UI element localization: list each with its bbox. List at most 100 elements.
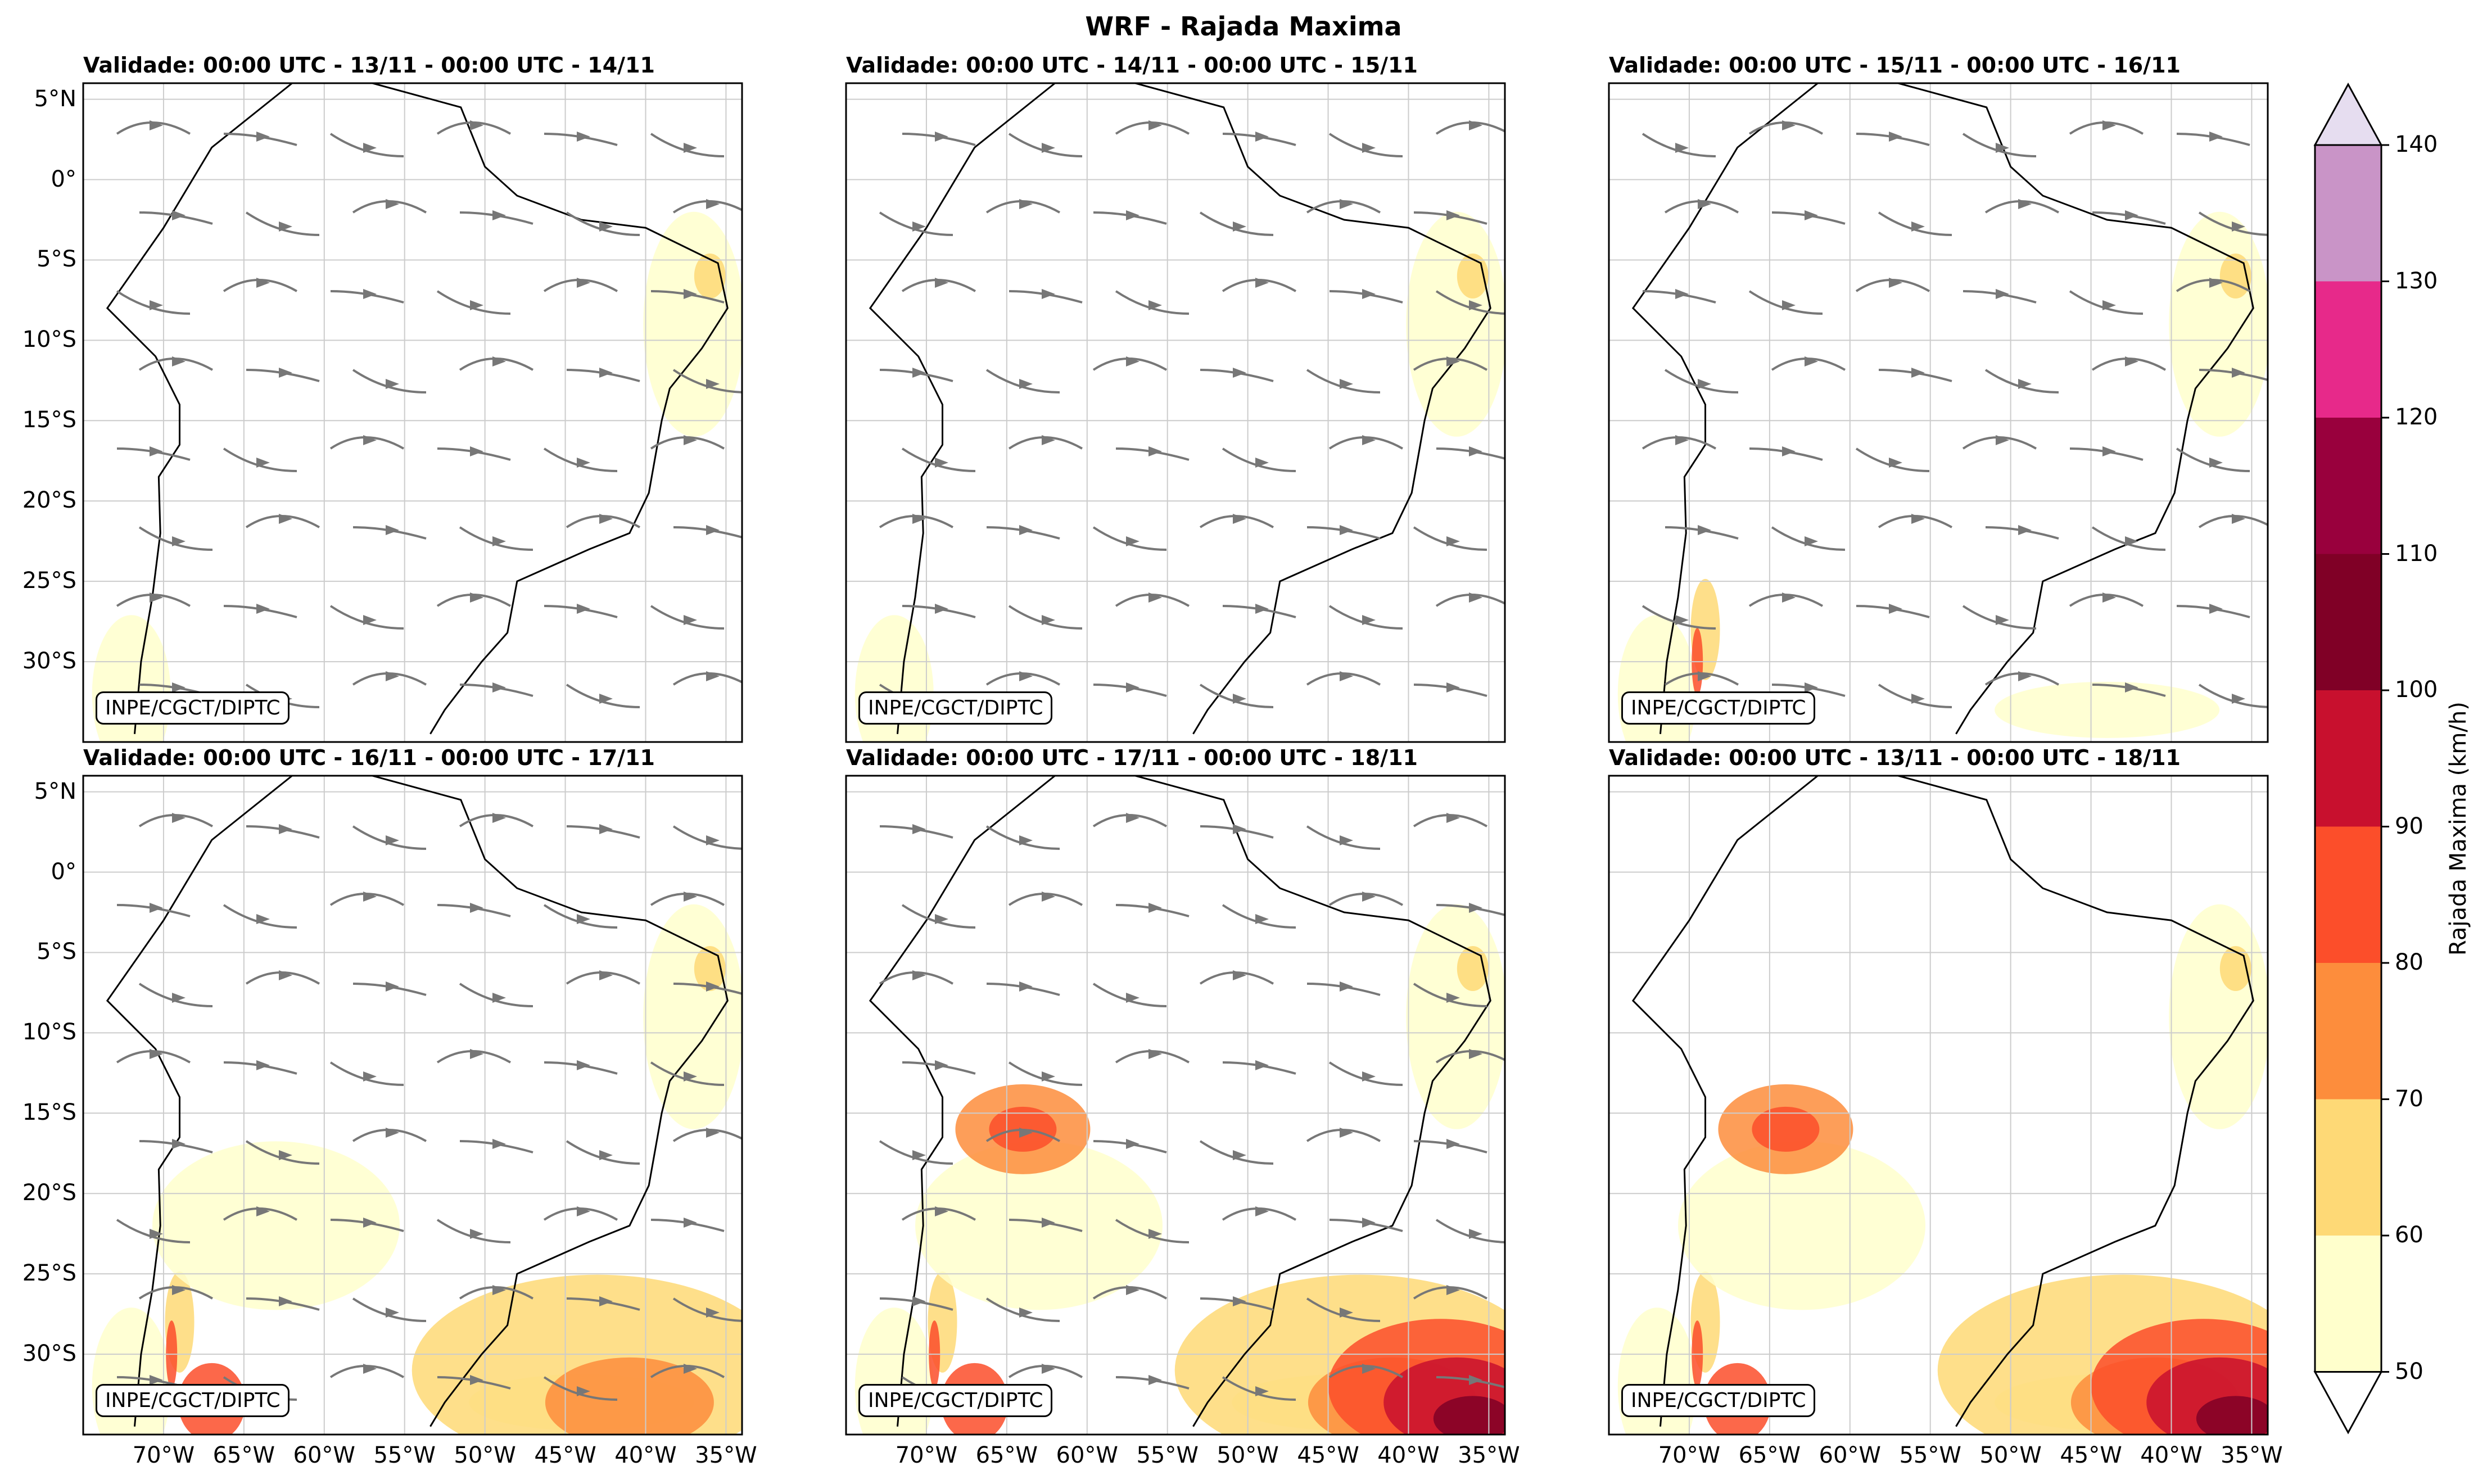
streamline-arrow xyxy=(935,1060,948,1070)
gust-area xyxy=(1678,1141,1926,1310)
streamline-arrow xyxy=(912,514,926,524)
streamline-arrow xyxy=(1042,892,1055,902)
streamline-arrow xyxy=(172,993,186,1003)
gust-area xyxy=(545,1357,714,1435)
streamline-arrow xyxy=(1446,813,1460,823)
gust-area xyxy=(1406,904,1505,1129)
streamline-arrow xyxy=(1255,458,1269,468)
streamline-arrow xyxy=(912,1150,926,1160)
streamline-arrow xyxy=(1233,368,1246,378)
streamline-arrow xyxy=(2232,694,2245,704)
streamline-arrow xyxy=(2232,368,2245,378)
lat-tick: 20°S xyxy=(22,1180,76,1206)
streamline-arrow xyxy=(256,604,270,614)
streamline-arrow xyxy=(1019,525,1033,535)
lon-tick: 60°W xyxy=(1056,1442,1118,1468)
coastline xyxy=(106,83,729,735)
streamline-arrow xyxy=(1469,903,1482,913)
streamline-arrow xyxy=(2102,120,2116,130)
streamline-arrow xyxy=(492,536,506,546)
streamline-arrow xyxy=(1126,1285,1140,1295)
streamline-arrow xyxy=(150,903,163,913)
streamline-arrow xyxy=(599,1296,613,1306)
streamline-arrow xyxy=(470,1229,483,1239)
streamline-arrow xyxy=(256,1206,270,1216)
gust-area xyxy=(2169,211,2268,437)
streamline-arrow xyxy=(1996,143,2009,153)
streamline-arrow xyxy=(1446,993,1460,1003)
panel-title: Validade: 00:00 UTC - 17/11 - 00:00 UTC … xyxy=(846,745,1418,770)
colorbar-tick: 120 xyxy=(2395,404,2438,430)
streamline-arrow xyxy=(470,120,483,130)
streamline-arrow xyxy=(1889,278,1902,288)
colorbar xyxy=(2313,82,2389,1435)
streamline-arrow xyxy=(386,835,399,845)
streamline-arrow xyxy=(1889,604,1902,614)
panel-frame xyxy=(845,775,1506,1436)
streamline-arrow xyxy=(256,458,270,468)
streamline-arrow xyxy=(1340,671,1353,681)
streamline-arrow xyxy=(2018,199,2032,209)
streamline-arrow xyxy=(256,914,270,924)
panel-title: Validade: 00:00 UTC - 13/11 - 00:00 UTC … xyxy=(83,53,655,78)
colorbar-segment xyxy=(2315,690,2381,827)
streamline-arrow xyxy=(684,289,697,299)
streamline-arrow xyxy=(470,903,483,913)
colorbar-tick: 100 xyxy=(2395,677,2438,703)
streamline-arrow xyxy=(684,892,697,902)
streamline-arrow xyxy=(470,592,483,603)
lon-tick: 65°W xyxy=(975,1442,1038,1468)
lat-tick: 10°S xyxy=(22,327,76,353)
credit-box: INPE/CGCT/DIPTC xyxy=(96,1384,290,1417)
streamline-arrow xyxy=(935,914,948,924)
colorbar-tick: 80 xyxy=(2395,949,2423,975)
streamline-arrow xyxy=(1019,1128,1033,1138)
map-panel-6 xyxy=(1608,775,2269,1436)
streamline-arrow xyxy=(363,289,377,299)
streamline-arrow xyxy=(935,604,948,614)
lat-tick: 5°N xyxy=(34,85,76,112)
credit-box: INPE/CGCT/DIPTC xyxy=(96,691,290,725)
panel-frame xyxy=(1608,775,2269,1436)
streamline-arrow xyxy=(172,813,186,823)
streamline-arrow xyxy=(684,143,697,153)
streamline-arrow xyxy=(470,446,483,456)
streamline-arrow xyxy=(1148,1229,1162,1239)
streamline-arrow xyxy=(1340,525,1353,535)
streamline-arrow xyxy=(1362,1218,1376,1228)
streamline-arrow xyxy=(2209,132,2223,142)
coastline xyxy=(1631,776,2254,1427)
coastline xyxy=(1631,83,2254,735)
streamline-arrow xyxy=(1148,592,1162,603)
streamline-arrow xyxy=(1042,143,1055,153)
streamline-arrow xyxy=(1255,1386,1269,1396)
colorbar-segment xyxy=(2315,145,2381,282)
coastline xyxy=(869,83,1491,735)
streamline-arrow xyxy=(1126,682,1140,693)
streamline-arrow xyxy=(1675,615,1689,625)
streamline-arrow xyxy=(1698,671,1711,681)
streamline-arrow xyxy=(1911,368,1925,378)
streamline-arrow xyxy=(1362,892,1376,902)
streamline-arrow xyxy=(935,1206,948,1216)
gust-area xyxy=(915,1141,1163,1310)
streamline-arrow xyxy=(706,1128,720,1138)
streamline-arrow xyxy=(577,458,590,468)
streamline-arrow xyxy=(1782,300,1796,310)
streamline-arrow xyxy=(684,1071,697,1082)
streamline-arrow xyxy=(386,525,399,535)
streamline-arrow xyxy=(2102,592,2116,603)
streamline-arrow xyxy=(150,300,163,310)
streamline-arrow xyxy=(172,536,186,546)
streamline-arrow xyxy=(1446,1139,1460,1149)
streamline-arrow xyxy=(684,615,697,625)
streamline-arrow xyxy=(172,1285,186,1295)
streamline-arrow xyxy=(1126,210,1140,220)
colorbar-segment xyxy=(2315,1099,2381,1236)
panel-title: Validade: 00:00 UTC - 13/11 - 00:00 UTC … xyxy=(1609,745,2181,770)
streamline-arrow xyxy=(1469,1049,1482,1059)
streamline-arrow xyxy=(1019,835,1033,845)
streamline-arrow xyxy=(577,1386,590,1396)
streamline-arrow xyxy=(1911,221,1925,232)
